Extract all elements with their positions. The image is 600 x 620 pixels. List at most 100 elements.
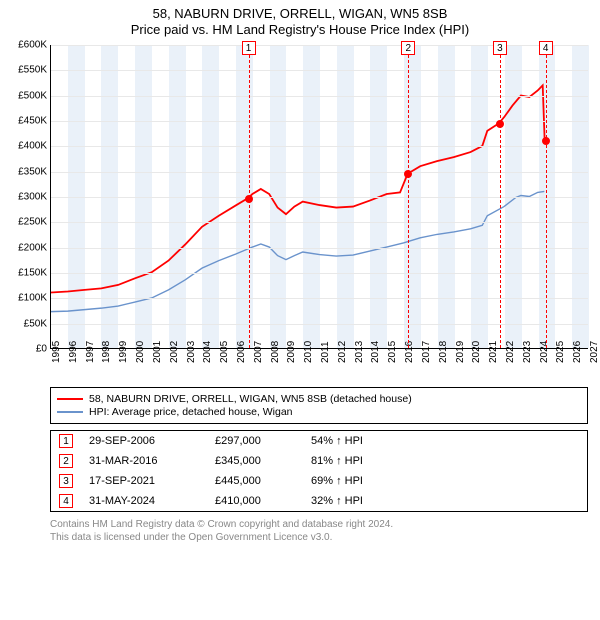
x-tick-label: 2010 — [303, 341, 306, 363]
sales-table: 1 29-SEP-2006 £297,000 54% ↑ HPI 2 31-MAR-201… — [50, 430, 588, 512]
series-hpi — [51, 191, 544, 311]
table-row: 2 31-MAR-2016 £345,000 81% ↑ HPI — [51, 451, 587, 471]
series-property — [51, 85, 545, 292]
sale-number-box: 1 — [59, 434, 73, 448]
sale-pct-vs-hpi: 32% ↑ HPI — [311, 495, 579, 507]
x-tick-label: 2002 — [169, 341, 172, 363]
sale-date: 29-SEP-2006 — [89, 435, 199, 447]
y-tick-label: £500K — [1, 90, 47, 101]
plot-area: £0£50K£100K£150K£200K£250K£300K£350K£400… — [50, 45, 588, 349]
sale-number-box: 3 — [59, 474, 73, 488]
sale-marker-line — [408, 45, 409, 348]
x-tick-label: 2008 — [270, 341, 273, 363]
sale-marker-dot — [245, 195, 253, 203]
y-tick-label: £0 — [1, 344, 47, 355]
sale-price: £345,000 — [215, 455, 295, 467]
sale-marker-line — [546, 45, 547, 348]
sale-marker-number: 2 — [401, 41, 415, 55]
sale-price: £445,000 — [215, 475, 295, 487]
x-tick-label: 2003 — [186, 341, 189, 363]
x-tick-label: 2007 — [253, 341, 256, 363]
legend-swatch — [57, 411, 83, 413]
attribution: Contains HM Land Registry data © Crown c… — [50, 518, 588, 544]
x-tick-label: 2006 — [236, 341, 239, 363]
legend-item: HPI: Average price, detached house, Wiga… — [57, 406, 581, 418]
legend-item: 58, NABURN DRIVE, ORRELL, WIGAN, WN5 8SB… — [57, 393, 581, 405]
x-tick-label: 2015 — [387, 341, 390, 363]
gridline — [51, 70, 588, 71]
sale-price: £297,000 — [215, 435, 295, 447]
x-tick-label: 2012 — [337, 341, 340, 363]
table-row: 1 29-SEP-2006 £297,000 54% ↑ HPI — [51, 431, 587, 451]
gridline — [51, 146, 588, 147]
chart-title: 58, NABURN DRIVE, ORRELL, WIGAN, WN5 8SB… — [0, 0, 600, 39]
x-tick-label: 2021 — [488, 341, 491, 363]
y-tick-label: £400K — [1, 141, 47, 152]
y-tick-label: £50K — [1, 318, 47, 329]
gridline — [51, 248, 588, 249]
sale-marker-dot — [542, 137, 550, 145]
gridline — [51, 273, 588, 274]
y-tick-label: £350K — [1, 166, 47, 177]
title-address: 58, NABURN DRIVE, ORRELL, WIGAN, WN5 8SB — [0, 6, 600, 21]
x-tick-label: 1999 — [118, 341, 121, 363]
sale-date: 17-SEP-2021 — [89, 475, 199, 487]
x-tick-label: 2005 — [219, 341, 222, 363]
y-tick-label: £200K — [1, 242, 47, 253]
title-subtitle: Price paid vs. HM Land Registry's House … — [0, 22, 600, 37]
sale-marker-dot — [496, 120, 504, 128]
x-tick-label: 2016 — [404, 341, 407, 363]
x-tick-label: 2027 — [589, 341, 592, 363]
x-tick-label: 2004 — [202, 341, 205, 363]
gridline — [51, 172, 588, 173]
x-tick-label: 2024 — [539, 341, 542, 363]
legend-label: HPI: Average price, detached house, Wiga… — [89, 406, 293, 418]
y-tick-label: £100K — [1, 293, 47, 304]
gridline — [51, 222, 588, 223]
x-tick-label: 2000 — [135, 341, 138, 363]
table-row: 4 31-MAY-2024 £410,000 32% ↑ HPI — [51, 491, 587, 511]
table-row: 3 17-SEP-2021 £445,000 69% ↑ HPI — [51, 471, 587, 491]
x-tick-label: 2011 — [320, 341, 323, 363]
x-tick-label: 1996 — [68, 341, 71, 363]
x-tick-label: 1995 — [51, 341, 54, 363]
x-tick-label: 1998 — [101, 341, 104, 363]
gridline — [51, 96, 588, 97]
x-tick-label: 2014 — [370, 341, 373, 363]
x-tick-label: 2025 — [555, 341, 558, 363]
x-tick-label: 2019 — [455, 341, 458, 363]
x-tick-label: 2023 — [522, 341, 525, 363]
x-tick-label: 2017 — [421, 341, 424, 363]
sale-marker-dot — [404, 170, 412, 178]
y-tick-label: £300K — [1, 192, 47, 203]
x-tick-label: 2009 — [286, 341, 289, 363]
y-tick-label: £450K — [1, 116, 47, 127]
y-tick-label: £250K — [1, 217, 47, 228]
sale-marker-number: 3 — [493, 41, 507, 55]
gridline — [51, 298, 588, 299]
gridline — [51, 197, 588, 198]
x-tick-label: 2001 — [152, 341, 155, 363]
legend-label: 58, NABURN DRIVE, ORRELL, WIGAN, WN5 8SB… — [89, 393, 412, 405]
gridline — [51, 45, 588, 46]
sale-number-box: 2 — [59, 454, 73, 468]
sale-pct-vs-hpi: 81% ↑ HPI — [311, 455, 579, 467]
attribution-line1: Contains HM Land Registry data © Crown c… — [50, 518, 588, 531]
sale-marker-line — [500, 45, 501, 348]
y-tick-label: £600K — [1, 40, 47, 51]
sale-marker-number: 4 — [539, 41, 553, 55]
x-tick-label: 2013 — [354, 341, 357, 363]
legend: 58, NABURN DRIVE, ORRELL, WIGAN, WN5 8SB… — [50, 387, 588, 424]
x-tick-label: 2022 — [505, 341, 508, 363]
attribution-line2: This data is licensed under the Open Gov… — [50, 531, 588, 544]
sale-price: £410,000 — [215, 495, 295, 507]
chart: £0£50K£100K£150K£200K£250K£300K£350K£400… — [50, 45, 588, 385]
sale-date: 31-MAR-2016 — [89, 455, 199, 467]
sale-pct-vs-hpi: 69% ↑ HPI — [311, 475, 579, 487]
y-tick-label: £150K — [1, 268, 47, 279]
sale-date: 31-MAY-2024 — [89, 495, 199, 507]
sale-number-box: 4 — [59, 494, 73, 508]
x-tick-label: 2018 — [438, 341, 441, 363]
sale-pct-vs-hpi: 54% ↑ HPI — [311, 435, 579, 447]
x-tick-label: 2020 — [471, 341, 474, 363]
